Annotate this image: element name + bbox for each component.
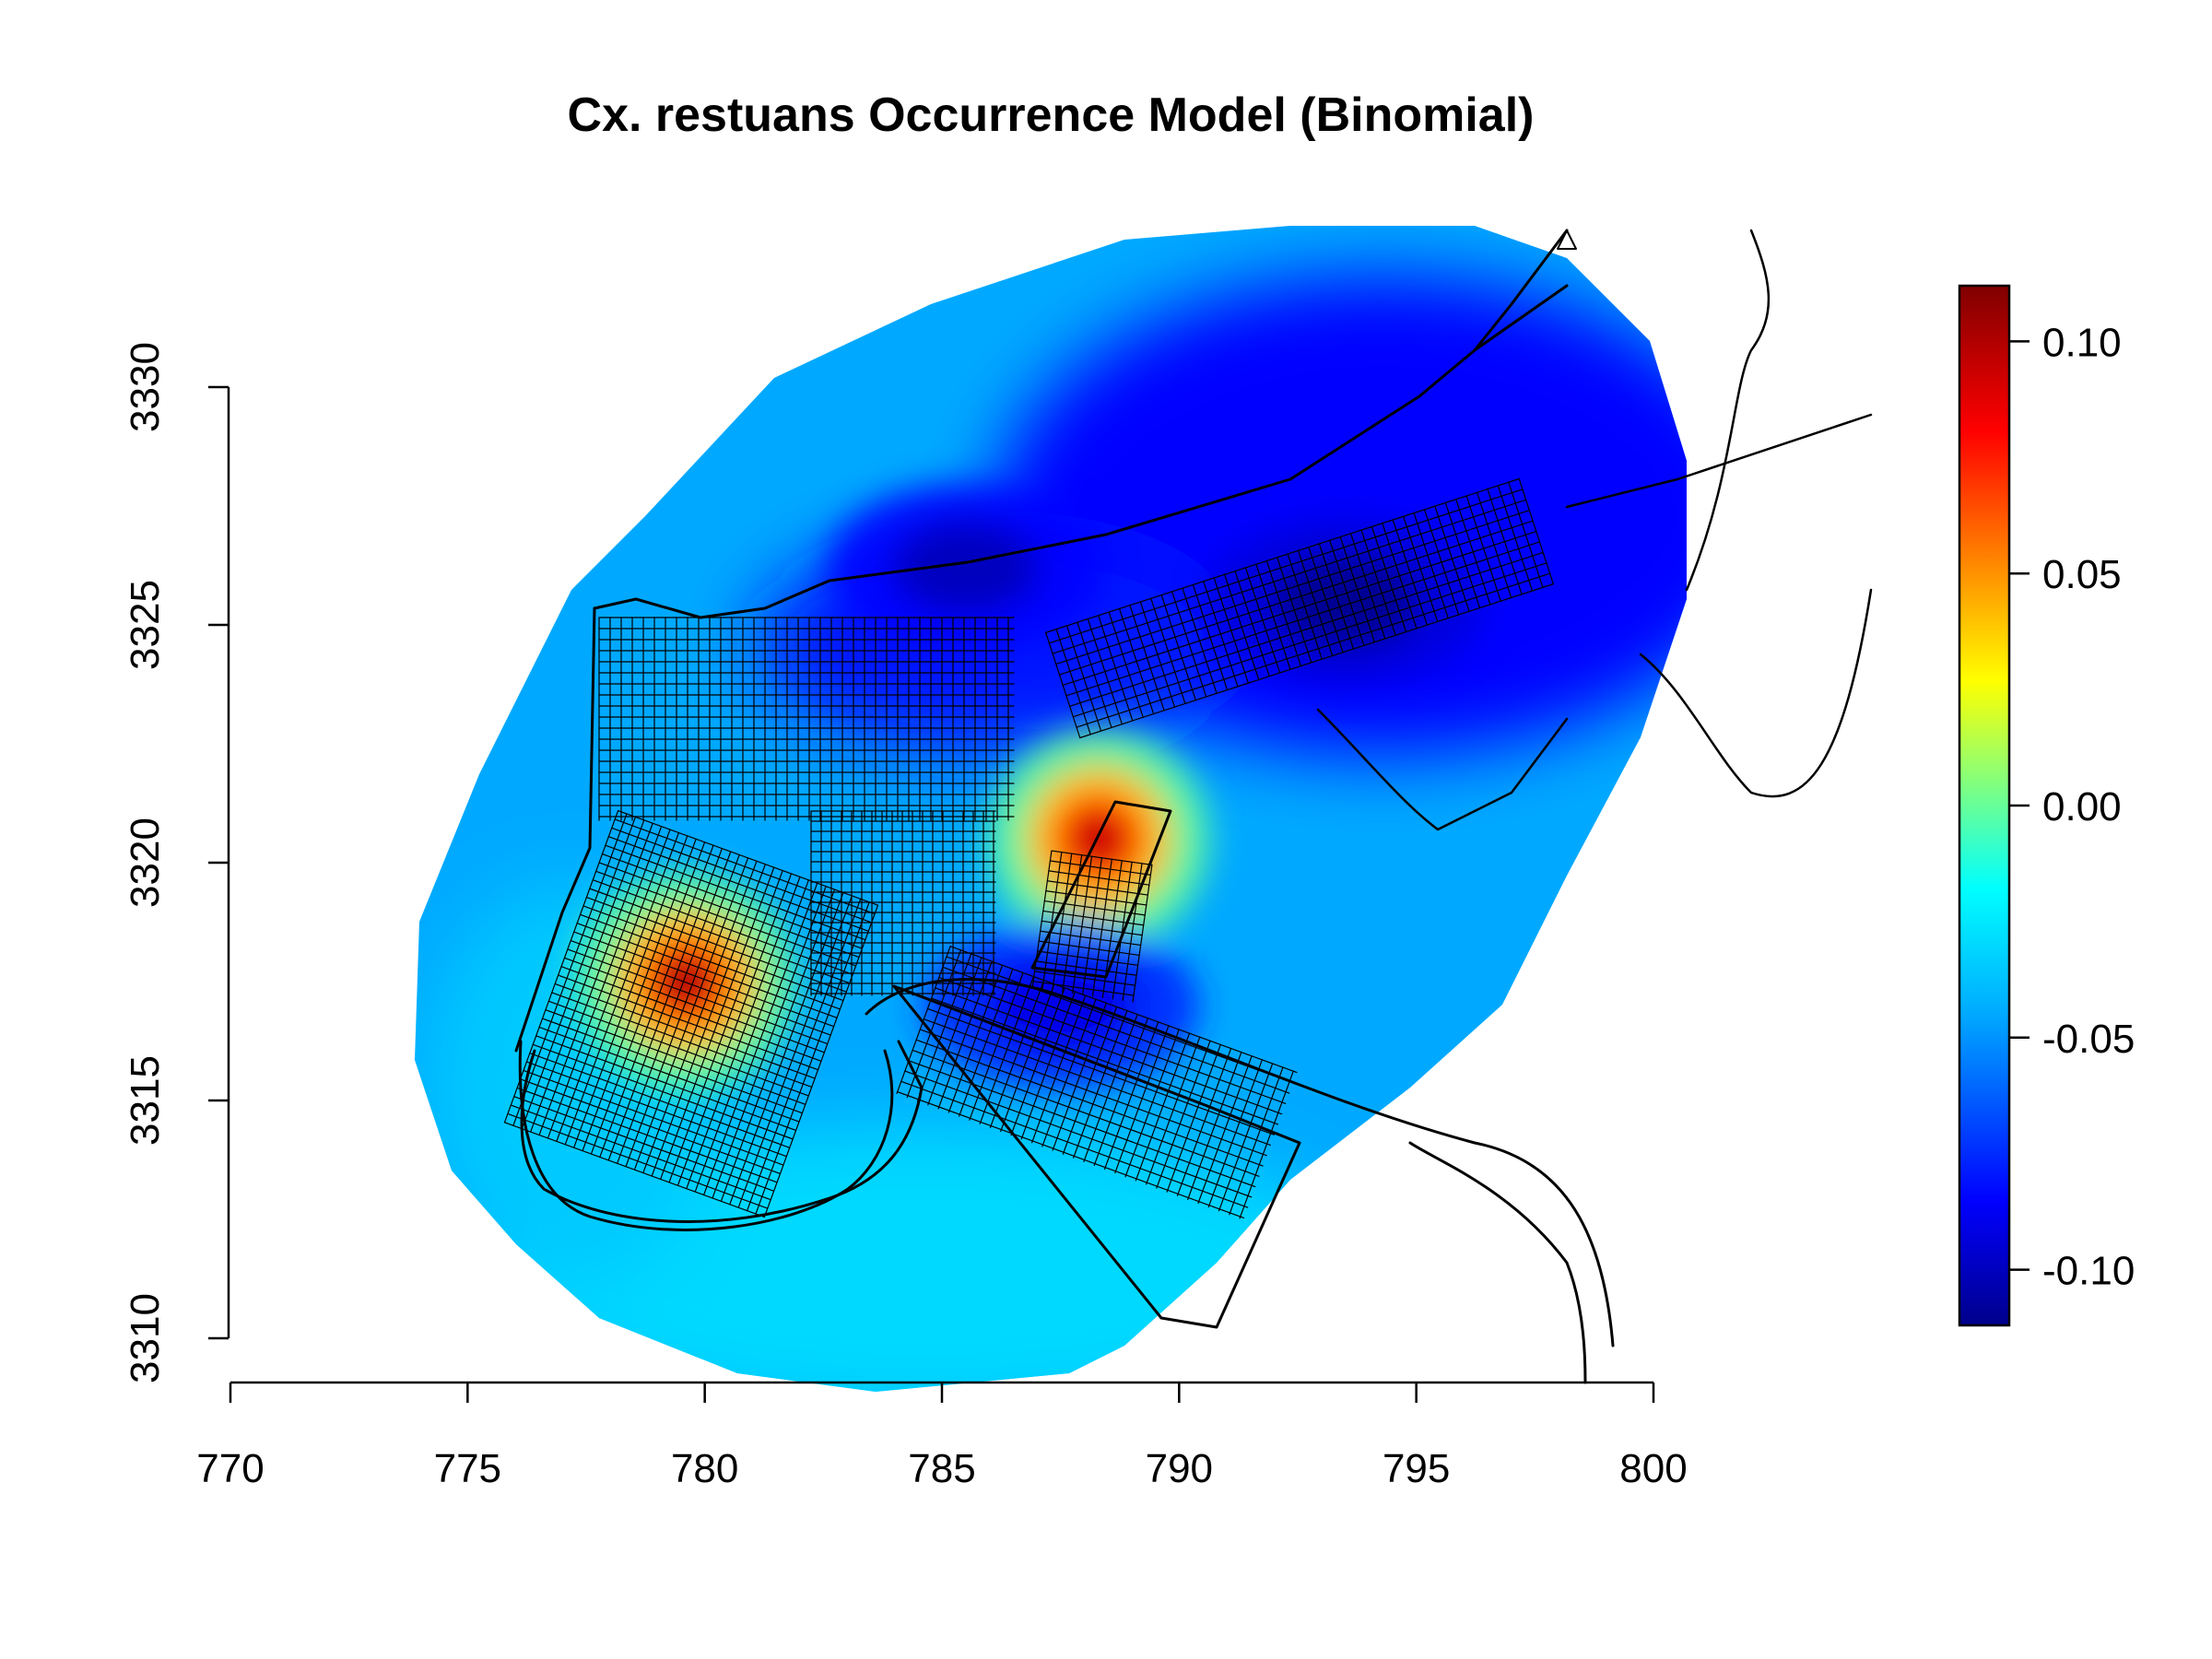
x-tick-label: 780 [671, 1446, 738, 1491]
y-tick-label: 3325 [123, 580, 168, 670]
y-tick-label: 3310 [123, 1293, 168, 1383]
x-ticks: 770 775 780 785 790 795 800 [196, 1382, 1688, 1491]
highway-east [1565, 413, 1873, 509]
x-tick-label: 775 [434, 1446, 501, 1491]
colorbar: 0.10 0.05 0.00 -0.05 -0.10 [1958, 284, 2135, 1327]
river-loop [518, 1040, 894, 1231]
y-tick-label: 3320 [123, 818, 168, 908]
river-bank-south [520, 1040, 924, 1223]
y-tick-label: 3315 [123, 1055, 168, 1146]
colorbar-tick-label: -0.10 [2042, 1249, 2135, 1294]
colorbar-scale [1958, 284, 2011, 1327]
x-tick-label: 790 [1146, 1446, 1213, 1491]
causeway [1473, 229, 1569, 352]
y-ticks: 3310 3315 3320 3325 3330 [123, 342, 229, 1383]
street-map-overlay [503, 229, 1873, 1384]
intracoastal [1316, 708, 1569, 831]
axes: 770 775 780 785 790 795 800 331033153320332533… [123, 342, 1688, 1491]
y-tick-label: 3330 [123, 342, 168, 432]
canal-east [1685, 229, 1771, 592]
x-tick-label: 795 [1382, 1446, 1450, 1491]
street-grid-midcity [598, 617, 1015, 821]
street-grid-algiers [896, 946, 1298, 1219]
hotspot-3 [827, 485, 1104, 652]
street-grid-eastneworleans [1045, 477, 1554, 739]
interchange [1557, 229, 1577, 250]
x-tick-label: 770 [196, 1446, 264, 1491]
x-tick-label: 785 [908, 1446, 975, 1491]
marsh-edge [1639, 588, 1873, 798]
chart-title: Cx. restuans Occurrence Model (Binomial) [568, 88, 1535, 142]
heatmap-field [415, 226, 1687, 1392]
lakefront-line [593, 284, 1569, 619]
westbank-edge [1408, 1141, 1587, 1384]
west-boundary [514, 606, 596, 1053]
colorbar-tick-label: 0.00 [2042, 784, 2122, 830]
colorbar-tick-label: 0.10 [2042, 320, 2122, 365]
algiers-outline [892, 984, 1301, 1329]
colorbar-tick-label: -0.05 [2042, 1017, 2135, 1062]
street-grid-bywater [810, 810, 996, 996]
colorbar-ticks: 0.10 0.05 0.00 -0.05 -0.10 [2009, 320, 2135, 1294]
street-grid-lower9 [1031, 850, 1153, 1003]
colorbar-tick-label: 0.05 [2042, 552, 2122, 597]
hotspot-1 [987, 728, 1209, 950]
x-tick-label: 800 [1619, 1446, 1687, 1491]
